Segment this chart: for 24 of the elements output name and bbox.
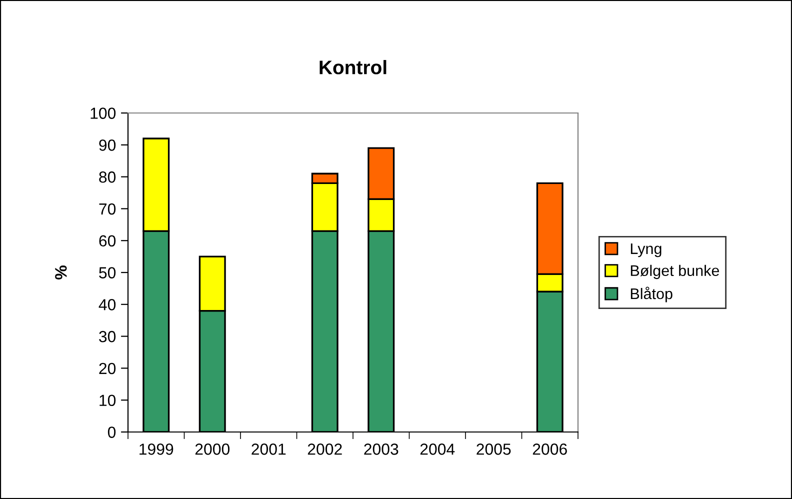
x-tick-label: 2001 xyxy=(252,444,286,455)
x-tick-label: 2005 xyxy=(476,444,511,455)
chart-title: Kontrol xyxy=(320,60,386,74)
y-axis-title: % xyxy=(55,266,67,280)
legend-label: Bølget bunke xyxy=(630,264,720,280)
y-tick-label: 30 xyxy=(99,330,116,342)
x-tick-label: 2004 xyxy=(420,444,455,455)
y-tick-label: 60 xyxy=(99,235,116,247)
x-tick-label: 2006 xyxy=(532,444,567,455)
x-tick-label: 2003 xyxy=(364,444,398,455)
x-tick-label: 1999 xyxy=(140,444,174,455)
y-tick-label: 0 xyxy=(108,426,116,438)
legend-label: Blåtop xyxy=(630,286,672,302)
y-tick-label: 50 xyxy=(99,267,116,278)
x-tick-label: 2000 xyxy=(195,444,230,455)
y-tick-label: 90 xyxy=(99,140,116,151)
y-tick-label: 10 xyxy=(100,394,116,406)
x-tick-label: 2002 xyxy=(308,444,342,455)
y-tick-label: 100 xyxy=(90,108,116,119)
legend-label: Lyng xyxy=(630,243,662,258)
y-tick-label: 20 xyxy=(99,362,116,374)
y-tick-label: 80 xyxy=(99,171,116,183)
y-tick-label: 70 xyxy=(99,203,116,215)
y-tick-label: 40 xyxy=(98,299,116,310)
